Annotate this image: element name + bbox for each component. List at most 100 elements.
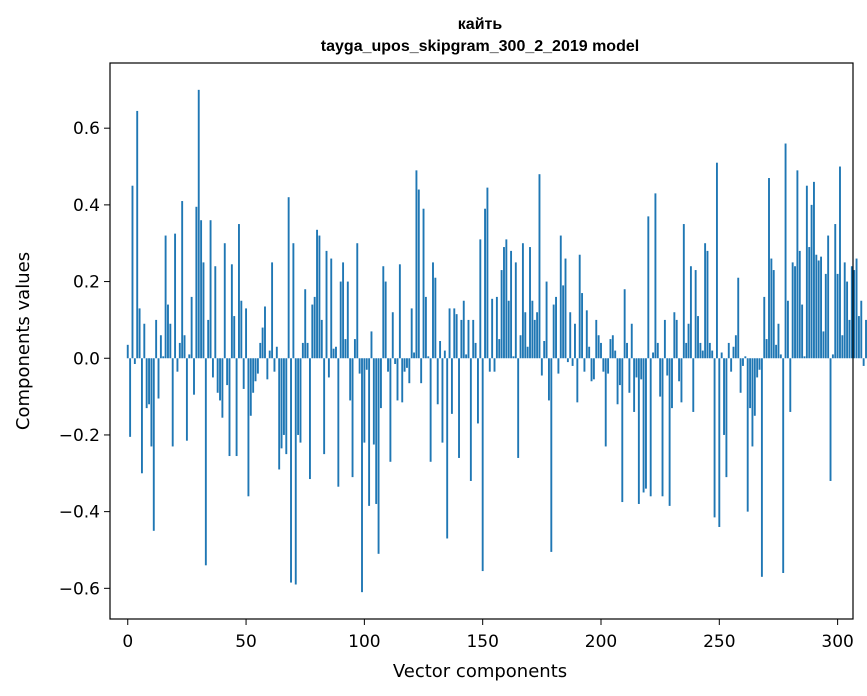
x-tick-label: 100 bbox=[348, 632, 380, 652]
bar bbox=[865, 319, 867, 359]
bar bbox=[252, 358, 255, 393]
bar bbox=[432, 262, 434, 359]
bar bbox=[299, 358, 302, 443]
bar bbox=[403, 358, 406, 372]
bar bbox=[185, 358, 188, 441]
bar bbox=[652, 352, 654, 359]
bar bbox=[439, 341, 442, 359]
x-axis-ticks: 0 50 100 150 200 250 300 bbox=[122, 619, 854, 652]
x-tick-label: 300 bbox=[821, 632, 853, 652]
bar bbox=[389, 358, 392, 462]
bar bbox=[552, 304, 555, 359]
bar bbox=[763, 296, 766, 359]
bar bbox=[335, 346, 337, 359]
bar bbox=[730, 358, 733, 372]
bar bbox=[723, 358, 725, 435]
bar bbox=[597, 335, 600, 359]
bar bbox=[671, 358, 673, 409]
bar bbox=[181, 201, 184, 359]
y-tick-label: 0.0 bbox=[73, 349, 100, 369]
y-axis-ticks: −0.6 −0.4 −0.2 0.0 0.2 0.4 0.6 bbox=[59, 119, 110, 599]
bar bbox=[777, 323, 780, 359]
bar bbox=[519, 335, 522, 359]
bar bbox=[240, 300, 243, 359]
bar bbox=[171, 358, 174, 447]
bar bbox=[238, 224, 240, 359]
bar bbox=[486, 187, 489, 359]
bar bbox=[562, 285, 565, 359]
bar bbox=[417, 189, 420, 359]
bar bbox=[697, 316, 699, 359]
bar bbox=[789, 358, 792, 412]
bar bbox=[616, 358, 619, 405]
bar bbox=[732, 346, 735, 359]
bar bbox=[618, 358, 621, 386]
bar bbox=[363, 358, 366, 443]
bar bbox=[441, 358, 444, 443]
bar bbox=[349, 358, 352, 401]
bar bbox=[129, 358, 132, 437]
bar bbox=[529, 247, 531, 359]
y-tick-label: −0.2 bbox=[59, 426, 100, 446]
bar bbox=[609, 339, 612, 359]
bar bbox=[223, 243, 226, 359]
bar bbox=[372, 358, 375, 445]
bar bbox=[230, 264, 233, 359]
bar bbox=[505, 239, 508, 359]
bar bbox=[827, 235, 830, 359]
bar bbox=[323, 358, 326, 455]
bar bbox=[377, 358, 380, 554]
bar bbox=[720, 352, 723, 359]
bar bbox=[585, 310, 588, 359]
bar bbox=[472, 319, 475, 359]
bar bbox=[152, 358, 155, 531]
plot-frame bbox=[109, 62, 854, 620]
bar bbox=[337, 358, 340, 487]
bar bbox=[387, 358, 389, 372]
bar bbox=[836, 273, 839, 359]
bar bbox=[351, 358, 354, 478]
y-tick-label: 0.4 bbox=[73, 196, 100, 216]
bar bbox=[446, 358, 449, 539]
bar bbox=[820, 256, 823, 359]
bar bbox=[273, 358, 276, 372]
bar bbox=[614, 350, 617, 359]
bar bbox=[794, 266, 796, 359]
bar bbox=[332, 348, 335, 359]
bar bbox=[415, 170, 418, 359]
bar bbox=[822, 331, 825, 359]
bar bbox=[784, 143, 787, 359]
bar bbox=[178, 342, 181, 359]
bar bbox=[396, 358, 399, 401]
bar bbox=[526, 346, 529, 359]
bar bbox=[261, 327, 264, 359]
bar bbox=[368, 358, 371, 506]
bar bbox=[401, 358, 404, 403]
bar bbox=[737, 277, 740, 359]
bar bbox=[500, 270, 503, 359]
bar bbox=[280, 358, 283, 449]
bar bbox=[581, 293, 584, 359]
bar bbox=[330, 258, 333, 359]
bar bbox=[557, 358, 560, 374]
bar bbox=[607, 358, 610, 374]
bar bbox=[242, 358, 245, 389]
bar bbox=[583, 358, 586, 372]
bar bbox=[145, 358, 148, 409]
bar bbox=[829, 358, 832, 481]
bar bbox=[749, 358, 752, 409]
bar bbox=[659, 358, 662, 397]
bar bbox=[202, 262, 205, 359]
bar bbox=[207, 319, 210, 359]
bar bbox=[663, 319, 666, 359]
bar bbox=[460, 319, 463, 359]
bar bbox=[588, 346, 591, 359]
bar bbox=[190, 296, 193, 359]
bar bbox=[512, 356, 515, 359]
bar bbox=[306, 342, 309, 359]
bar bbox=[479, 239, 482, 359]
bar bbox=[450, 358, 453, 414]
bar bbox=[235, 358, 238, 457]
bar bbox=[422, 208, 425, 359]
bar bbox=[413, 352, 416, 359]
